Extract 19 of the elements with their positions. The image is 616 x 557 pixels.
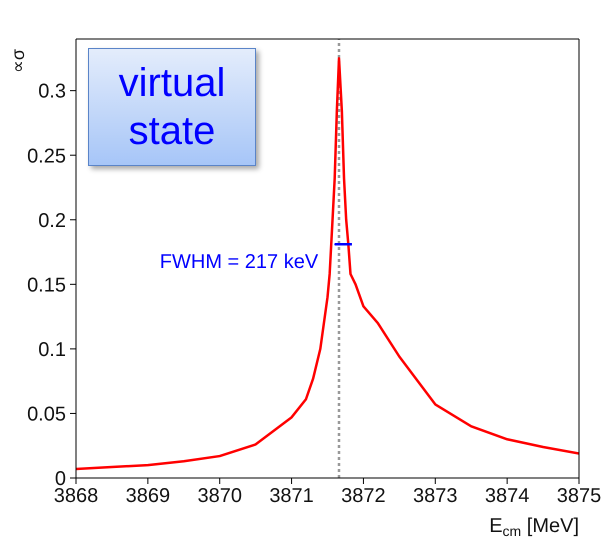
y-tick-label: 0.3 — [38, 80, 66, 103]
x-tick-label: 3873 — [413, 485, 458, 508]
y-tick-label: 0.15 — [27, 274, 66, 296]
x-tick-label: 3869 — [126, 485, 170, 508]
x-tick-label: 3872 — [341, 485, 386, 508]
x-tick-label: 3868 — [54, 485, 98, 508]
y-tick-label: 0.05 — [27, 404, 66, 426]
annotation: FWHM = 217 keV — [160, 250, 319, 273]
x-tick-label: 3871 — [269, 485, 314, 508]
x-tick-label: 3870 — [197, 485, 242, 508]
text-box: virtual state — [88, 48, 256, 166]
y-axis-title: ∝σ — [8, 49, 28, 73]
line-series — [76, 57, 579, 470]
x-tick-label: 3875 — [556, 485, 602, 508]
x-tick-label: 3874 — [484, 485, 530, 508]
y-tick-label: 0.25 — [27, 145, 66, 168]
y-tick-label: 0.2 — [38, 210, 66, 232]
y-tick-label: 0.1 — [38, 338, 66, 361]
x-axis-title: E$_{cm}$ [MeV] — [489, 515, 579, 540]
